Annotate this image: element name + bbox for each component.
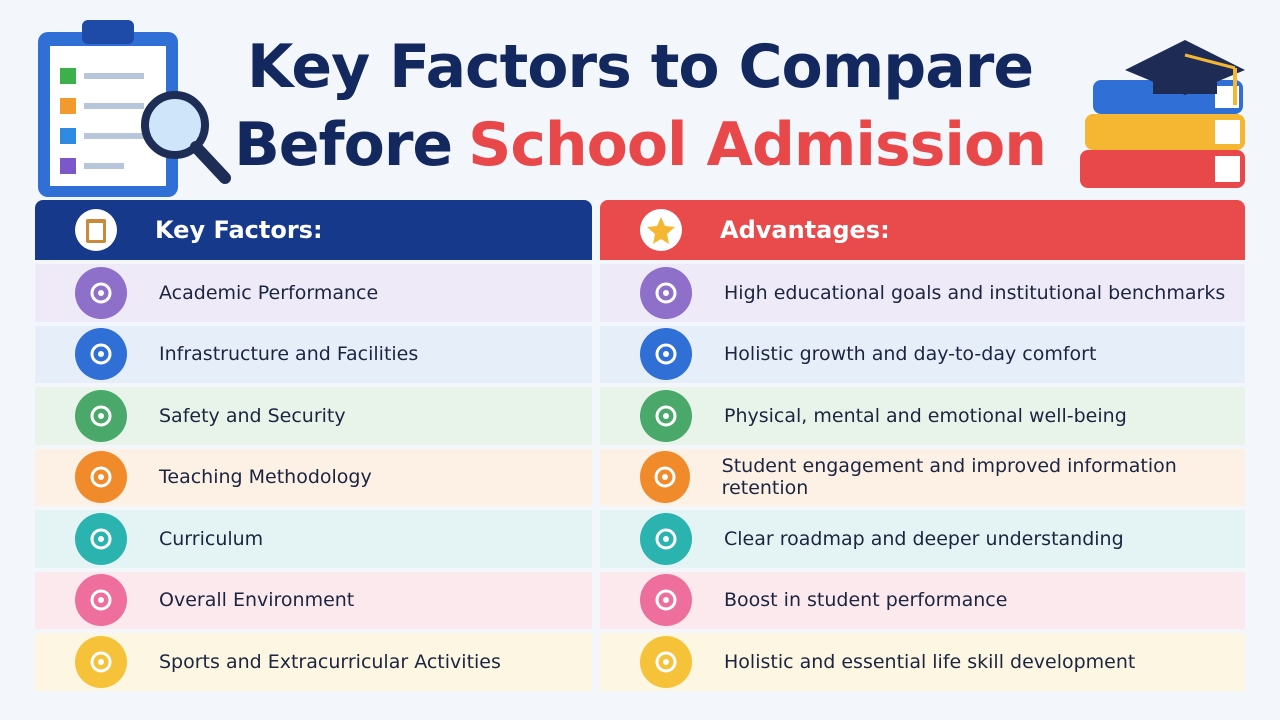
table-row: Student engagement and improved informat… bbox=[600, 448, 1245, 506]
table-row: Overall Environment bbox=[35, 571, 592, 629]
table-row: Sports and Extracurricular Activities bbox=[35, 633, 592, 691]
table-row: Physical, mental and emotional well-bein… bbox=[600, 387, 1245, 445]
books-illustration bbox=[1080, 40, 1245, 188]
row-icon bbox=[640, 328, 692, 381]
title-text: Before bbox=[234, 110, 453, 180]
icon-glyph bbox=[90, 528, 112, 550]
icon-glyph bbox=[90, 405, 112, 427]
row-icon bbox=[75, 328, 127, 381]
row-text: Academic Performance bbox=[159, 281, 379, 304]
row-text: Safety and Security bbox=[159, 404, 346, 427]
row-text: Student engagement and improved informat… bbox=[721, 455, 1177, 500]
column-header: Key Factors: bbox=[35, 200, 592, 260]
row-icon bbox=[640, 512, 692, 565]
factors-column: Key Factors: Academic Performance Infrast… bbox=[35, 200, 592, 691]
title-line: Before School Admission bbox=[0, 106, 1280, 184]
header-icon bbox=[75, 209, 117, 251]
row-text: Physical, mental and emotional well-bein… bbox=[724, 404, 1127, 427]
row-text: Sports and Extracurricular Activities bbox=[159, 650, 501, 673]
row-text: High educational goals and institutional… bbox=[724, 281, 1226, 304]
table-row: Boost in student performance bbox=[600, 571, 1245, 629]
icon-glyph bbox=[90, 282, 112, 304]
row-text: Clear roadmap and deeper understanding bbox=[724, 527, 1124, 550]
row-icon bbox=[640, 451, 690, 504]
table-row: Safety and Security bbox=[35, 387, 592, 445]
table-row: High educational goals and institutional… bbox=[600, 264, 1245, 322]
row-icon bbox=[75, 512, 127, 565]
title-line: Key Factors to Compare bbox=[246, 32, 1034, 102]
header-text: Key Factors: bbox=[155, 216, 323, 244]
row-icon bbox=[75, 635, 127, 688]
row-icon bbox=[75, 389, 127, 442]
advantages-column: Advantages: High educational goals and i… bbox=[600, 200, 1245, 691]
icon-glyph bbox=[90, 466, 112, 488]
table-row: Clear roadmap and deeper understanding bbox=[600, 510, 1245, 568]
icon-glyph bbox=[90, 343, 112, 365]
header-icon bbox=[640, 209, 682, 251]
row-icon bbox=[75, 574, 127, 627]
row-text: Curriculum bbox=[159, 527, 264, 550]
table-row: Academic Performance bbox=[35, 264, 592, 322]
row-text: Holistic growth and day-to-day comfort bbox=[724, 343, 1097, 366]
table-row: Holistic growth and day-to-day comfort bbox=[600, 325, 1245, 383]
column-header: Advantages: bbox=[600, 200, 1245, 260]
icon-glyph bbox=[90, 651, 112, 673]
clipboard-illustration bbox=[38, 20, 231, 197]
icon-glyph bbox=[655, 528, 677, 550]
row-icon bbox=[640, 574, 692, 627]
table-row: Teaching Methodology bbox=[35, 448, 592, 506]
table-row: Holistic and essential life skill develo… bbox=[600, 633, 1245, 691]
row-text: Boost in student performance bbox=[724, 589, 1008, 612]
row-icon bbox=[640, 266, 692, 319]
row-text: Teaching Methodology bbox=[159, 466, 372, 489]
icon-glyph bbox=[655, 343, 677, 365]
icon-glyph bbox=[655, 282, 677, 304]
table-row: Curriculum bbox=[35, 510, 592, 568]
title: Key Factors to Compare Before School Admi… bbox=[0, 28, 1280, 184]
row-text: Overall Environment bbox=[159, 589, 355, 612]
icon-glyph bbox=[90, 589, 112, 611]
header-text: Advantages: bbox=[720, 216, 890, 244]
title-highlight: School Admission bbox=[468, 110, 1047, 180]
row-icon bbox=[75, 451, 127, 504]
icon-glyph bbox=[655, 589, 677, 611]
row-text: Infrastructure and Facilities bbox=[159, 343, 419, 366]
icon-glyph bbox=[655, 405, 677, 427]
row-icon bbox=[640, 389, 692, 442]
row-text: Holistic and essential life skill develo… bbox=[724, 650, 1136, 673]
row-icon bbox=[640, 635, 692, 688]
icon-glyph bbox=[654, 466, 676, 488]
icon-glyph bbox=[655, 651, 677, 673]
table-row: Infrastructure and Facilities bbox=[35, 325, 592, 383]
row-icon bbox=[75, 266, 127, 319]
